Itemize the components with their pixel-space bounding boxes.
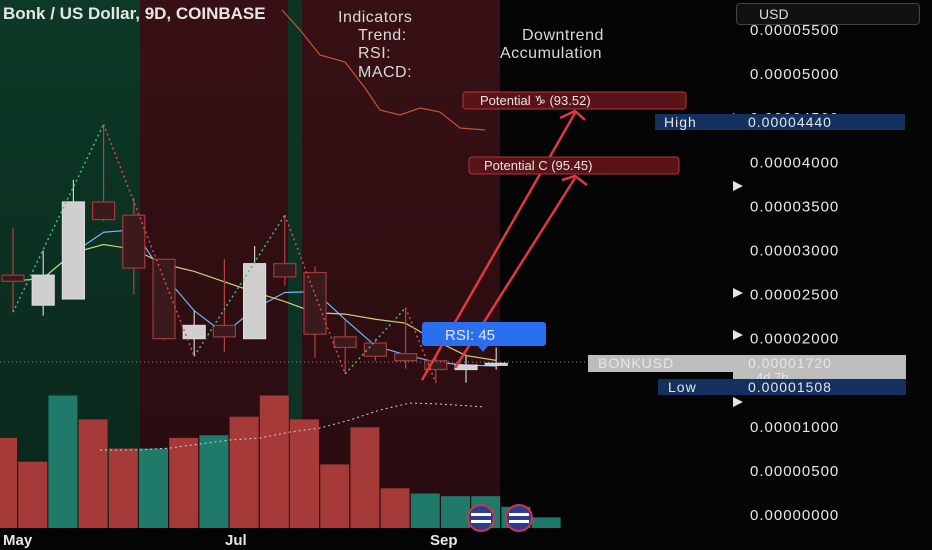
volume-bar — [169, 437, 199, 528]
y-tick-label: 0.00005000 — [750, 66, 839, 83]
indicator-panel: Indicators Trend: Downtrend RSI: Accumul… — [338, 9, 604, 81]
y-tick-label: 0.00001000 — [750, 419, 839, 436]
volume-bar — [320, 464, 350, 528]
zigzag-lines — [12, 124, 437, 384]
indicator-rsi-label: RSI: — [358, 45, 391, 62]
candles — [1, 124, 508, 383]
candle-body — [152, 258, 176, 340]
axis-marker — [733, 397, 743, 407]
candle-body — [122, 214, 146, 269]
time-axis[interactable]: May Jul Sep — [3, 532, 458, 549]
volume-ma-line — [100, 402, 486, 451]
indicator-macd-label: MACD: — [358, 64, 412, 81]
potential-label-1[interactable]: Potential ♑ (93.52) — [462, 91, 687, 110]
y-tick-label: 0.00002000 — [750, 331, 839, 348]
potential-label-2-text: Potential C (95.45) — [484, 158, 592, 173]
x-label-jul: Jul — [225, 532, 247, 549]
volume-bar — [259, 395, 289, 528]
volume-bar — [380, 488, 410, 528]
volume-bar — [48, 395, 78, 528]
axis-marker — [733, 330, 743, 340]
candle-body — [1, 274, 25, 282]
candle-body — [394, 353, 418, 362]
candle-body — [243, 263, 267, 340]
candle-body — [424, 360, 448, 371]
indicator-rsi-value: Accumulation — [500, 45, 602, 62]
x-label-sep: Sep — [430, 532, 458, 549]
volume-bar — [410, 493, 440, 528]
chart-title: Bonk / US Dollar, 9D, COINBASE — [3, 4, 266, 23]
zigzag-segment — [102, 124, 195, 357]
axis-marker — [733, 288, 743, 298]
volume-bar — [18, 461, 48, 528]
price-axis[interactable]: 0.000055000.000050000.000045000.00004000… — [750, 22, 839, 524]
candle-body — [212, 324, 236, 338]
y-tick-label: 0.00000000 — [750, 507, 839, 524]
volume-bar — [441, 496, 470, 528]
volume-bar — [199, 435, 229, 528]
arrow-head-2 — [561, 174, 588, 186]
candle-body — [484, 362, 508, 366]
currency-selector[interactable]: USD — [736, 3, 920, 25]
candle-body — [333, 336, 357, 349]
rsi-callout[interactable]: RSI: 45 — [422, 322, 546, 352]
volume-bar — [290, 419, 319, 528]
indicator-trend-label: Trend: — [358, 27, 407, 44]
candle-body — [31, 274, 55, 306]
y-tick-label: 0.00004000 — [750, 154, 839, 171]
zigzag-segment — [404, 307, 437, 384]
low-price-tag[interactable]: Low 0.00001508 — [658, 379, 906, 395]
y-tick-label: 0.00005500 — [750, 22, 839, 39]
indicator-heading: Indicators — [338, 9, 412, 26]
indicator-trend-value: Downtrend — [522, 27, 604, 44]
volume-bar — [531, 517, 561, 528]
symbol-label: BONKUSD — [598, 355, 674, 371]
zigzag-segment — [284, 214, 346, 375]
candle-body — [363, 342, 387, 357]
last-price-value: 0.00001720 — [748, 355, 832, 371]
volume-bar — [108, 448, 138, 528]
candle-body — [273, 263, 297, 278]
y-tick-label: 0.00002500 — [750, 287, 839, 304]
volume-bar — [139, 448, 168, 528]
potential-label-2[interactable]: Potential C (95.45) — [468, 156, 680, 175]
candle-body — [303, 271, 327, 335]
candle-body — [91, 201, 116, 221]
event-flags[interactable] — [467, 504, 533, 532]
x-label-may: May — [3, 532, 33, 549]
low-value: 0.00001508 — [748, 379, 832, 395]
y-tick-label: 0.00003000 — [750, 242, 839, 259]
candle-body — [61, 201, 86, 300]
candle-body — [454, 364, 478, 371]
arrow-head-1 — [559, 109, 586, 121]
volume-bar — [229, 416, 259, 528]
axis-marker — [733, 181, 743, 191]
y-tick-label: 0.00000500 — [750, 463, 839, 480]
high-value: 0.00004440 — [748, 114, 832, 130]
low-label: Low — [668, 379, 697, 395]
potential-label-1-text: Potential ♑ (93.52) — [480, 93, 591, 108]
candle-body — [182, 324, 206, 340]
us-flag-icon[interactable] — [467, 504, 495, 532]
ema-orange-line — [281, 9, 486, 131]
volume-bar — [0, 437, 17, 528]
currency-label: USD — [759, 6, 789, 22]
volume-bar — [78, 419, 108, 528]
high-price-tag[interactable]: High 0.00004440 — [655, 114, 905, 130]
high-label: High — [664, 114, 697, 130]
y-tick-label: 0.00003500 — [750, 198, 839, 215]
zone-red-2 — [302, 0, 500, 528]
volume-bar — [350, 427, 380, 528]
us-flag-icon[interactable] — [505, 504, 533, 532]
rsi-callout-text: RSI: 45 — [445, 327, 495, 344]
